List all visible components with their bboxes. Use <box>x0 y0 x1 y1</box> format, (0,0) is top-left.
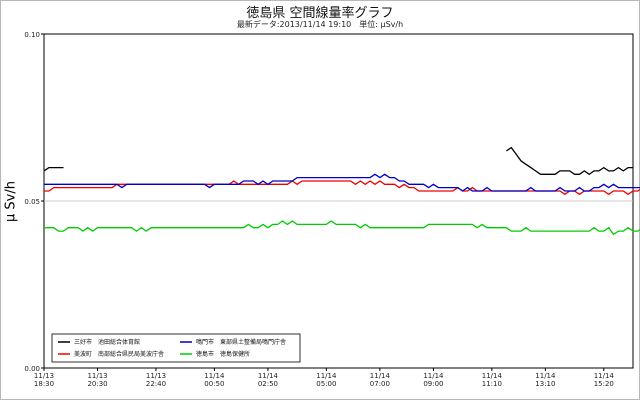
chart-subtitle: 最新データ:2013/11/14 19:10 単位: μSv/h <box>236 20 404 29</box>
series-line-0 <box>43 166 64 172</box>
legend-label: 三好市 池田総合体育館 <box>74 338 140 346</box>
x-tick-label-time: 11:10 <box>482 380 502 388</box>
x-tick-label-time: 13:10 <box>535 380 555 388</box>
x-tick-label-date: 11/13 <box>34 372 54 380</box>
x-tick-label-date: 11/14 <box>258 372 279 380</box>
x-tick-label-date: 11/14 <box>204 372 225 380</box>
legend-box <box>51 333 301 363</box>
series-line-0 <box>506 146 633 176</box>
legend-label: 美波町 南部総合県民局美波庁舎 <box>74 350 164 358</box>
x-tick-label-time: 07:00 <box>370 380 390 388</box>
legend-label: 鳴門市 東部県土整備局鳴門庁舎 <box>196 338 286 346</box>
x-tick-label-time: 18:30 <box>34 380 54 388</box>
series-line-2 <box>44 173 640 192</box>
x-tick-label-date: 11/14 <box>370 372 391 380</box>
x-tick-label-time: 00:50 <box>204 380 224 388</box>
series-line-3 <box>44 220 640 236</box>
y-tick-label: 0.10 <box>24 31 40 39</box>
x-tick-label-date: 11/14 <box>316 372 337 380</box>
x-tick-label-date: 11/14 <box>535 372 556 380</box>
x-tick-label-time: 02:50 <box>258 380 278 388</box>
x-tick-label-time: 09:00 <box>423 380 443 388</box>
legend-label: 徳島市 徳島保健所 <box>196 350 250 358</box>
chart-title: 徳島県 空間線量率グラフ <box>246 6 394 21</box>
x-tick-label-time: 20:30 <box>87 380 107 388</box>
x-tick-label-time: 05:00 <box>316 380 336 388</box>
x-tick-label-time: 15:20 <box>594 380 614 388</box>
x-tick-label-date: 11/13 <box>87 372 107 380</box>
x-tick-label-date: 11/14 <box>482 372 503 380</box>
x-tick-label-date: 11/13 <box>146 372 166 380</box>
x-tick-label-date: 11/14 <box>594 372 615 380</box>
x-tick-label-date: 11/14 <box>423 372 444 380</box>
x-tick-label-time: 22:40 <box>146 380 166 388</box>
y-tick-label: 0.00 <box>24 365 40 373</box>
y-tick-label: 0.05 <box>24 198 40 206</box>
